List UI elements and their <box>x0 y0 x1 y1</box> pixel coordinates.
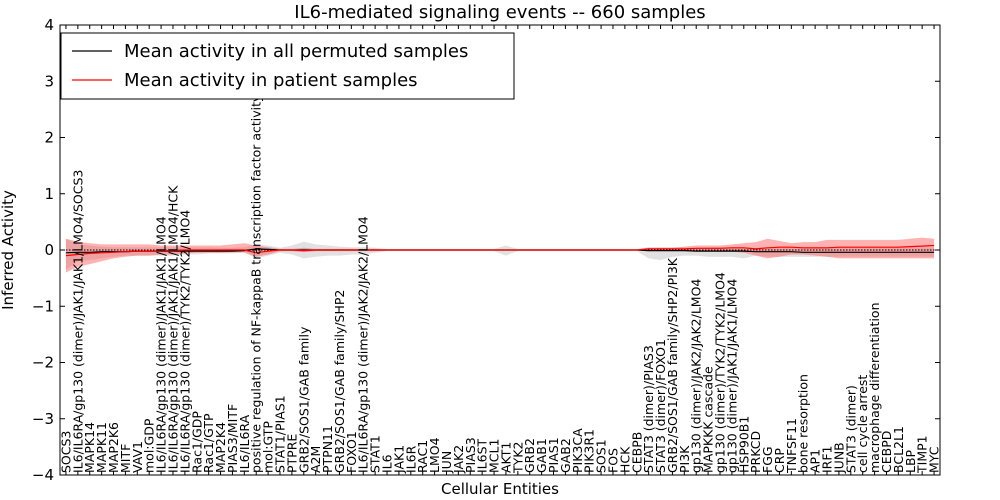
x-category-label: LMO4 <box>427 437 442 473</box>
x-category-label: IL6/IL6RA/gp130 (dimer)/JAK1/JAK1/LMO4/H… <box>166 185 181 473</box>
x-category-label: JUN <box>439 451 454 474</box>
x-category-label: TNFSF11 <box>784 418 799 474</box>
x-category-label: IL6R <box>403 445 418 473</box>
x-category-label: FGG <box>760 446 775 473</box>
x-category-label: IL6/IL6RA/gp130 (dimer)/JAK1/JAK1/LMO4 <box>154 216 169 473</box>
x-category-label: MAP2K6 <box>106 422 121 473</box>
x-category-label: PTPN11 <box>320 425 335 473</box>
x-category-label: PIK3R1 <box>582 429 597 473</box>
x-category-label: MYC <box>927 446 942 473</box>
x-category-label: MITF <box>118 444 133 473</box>
x-category-label: IL6/IL6RA <box>237 414 252 473</box>
band-permuted <box>65 238 935 270</box>
x-category-label: MAPK11 <box>94 422 109 473</box>
x-category-label: STAT3 (dimer)/FOXO1 <box>653 339 668 473</box>
x-category-label: FOXO1 <box>344 431 359 473</box>
x-category-label: PRKCD <box>748 431 763 473</box>
x-category-label: MAPKKK cascade <box>701 366 716 473</box>
y-tick-label: −4 <box>32 466 54 484</box>
x-category-label: GRB2/SOS1/GAB family/SHP2 <box>332 290 347 473</box>
x-category-label: IL6/IL6RA/gp130 (dimer)/TYK2/TYK2/LMO4 <box>177 210 192 473</box>
x-category-label: HCK <box>617 446 632 473</box>
y-tick-label: 1 <box>44 185 54 203</box>
y-tick-label: −1 <box>32 297 54 315</box>
x-category-label: GAB2 <box>558 438 573 473</box>
x-category-label: macrophage differentiation <box>867 302 882 473</box>
x-category-label: BCL2L1 <box>891 426 906 473</box>
legend-label: Mean activity in all permuted samples <box>124 41 468 62</box>
x-category-label: PIK3CA <box>570 428 585 473</box>
x-category-label: GRB2 <box>522 438 537 473</box>
band-patient <box>65 237 935 273</box>
series-line-patient <box>65 244 935 257</box>
chart-title: IL6-mediated signaling events -- 660 sam… <box>294 2 705 23</box>
x-category-label: PIAS3 <box>463 437 478 473</box>
y-tick-label: 2 <box>44 129 54 147</box>
x-category-label: JAK1 <box>391 445 406 474</box>
x-category-label: IL6ST <box>475 438 490 473</box>
x-category-label: TIMP1 <box>915 435 930 474</box>
x-category-label: GAB1 <box>534 438 549 473</box>
x-category-label: IL6/IL6RA/gp130 (dimer)/JAK1/JAK1/LMO4/S… <box>70 170 85 473</box>
x-category-label: IRF1 <box>820 445 835 473</box>
x-category-label: gp130 (dimer)/JAK2/JAK2/LMO4 <box>689 279 704 473</box>
y-tick-label: 4 <box>44 16 54 34</box>
x-category-label: SOCS3 <box>58 431 73 473</box>
x-category-label: FOS <box>606 448 621 473</box>
x-category-label: IL6/IL6RA/gp130 (dimer)/JAK2/JAK2/LMO4 <box>356 216 371 473</box>
x-category-label: STAT3 (dimer)/PIAS3 <box>641 345 656 473</box>
y-tick-label: −3 <box>32 410 54 428</box>
x-category-label: mol:GDP <box>142 418 157 473</box>
x-category-label: VAV1 <box>130 441 145 473</box>
x-category-label: AP1 <box>808 449 823 473</box>
x-category-label: JAK2 <box>451 445 466 474</box>
x-category-label: A2M <box>308 446 323 473</box>
x-category-label: RAC1 <box>415 440 430 473</box>
x-category-label: CEBPB <box>629 432 644 473</box>
y-axis-label: Inferred Activity <box>0 190 17 310</box>
y-tick-label: −2 <box>32 354 54 372</box>
x-category-label: CEBPD <box>879 431 894 473</box>
x-category-label: MAPK14 <box>82 422 97 473</box>
x-category-label: LBP <box>903 449 918 473</box>
x-category-label: PTPRE <box>284 434 299 473</box>
x-axis-label: Cellular Entities <box>441 480 559 498</box>
x-category-label: gp130 (dimer)/TYK2/TYK2/LMO4 <box>713 272 728 473</box>
x-category-label: mol:GTP <box>261 421 276 473</box>
x-category-label: cell cycle arrest <box>855 375 870 473</box>
x-category-label: HSP90B1 <box>736 416 751 473</box>
x-category-label: MCL1 <box>487 439 502 473</box>
x-category-label: AKT1 <box>498 442 513 473</box>
y-tick-label: 0 <box>44 241 54 259</box>
x-category-label: IL6 <box>380 454 395 473</box>
x-category-label: JUNB <box>831 442 846 474</box>
legend-box <box>60 32 515 100</box>
x-category-label: PI3K <box>677 445 692 473</box>
x-category-label: MAP2K4 <box>213 422 228 473</box>
x-category-label: STAT3 (dimer) <box>843 385 858 473</box>
x-category-label: bone resorption <box>796 374 811 473</box>
x-category-label: CRP <box>772 448 787 473</box>
y-tick-label: 3 <box>44 72 54 90</box>
x-category-label: GRB2/SOS1/GAB family/SHP2/PI3K <box>665 257 680 473</box>
x-category-label: TYK2 <box>510 442 525 474</box>
legend-label: Mean activity in patient samples <box>124 70 418 91</box>
x-category-label: Rac1/GDP <box>189 411 204 473</box>
x-category-label: positive regulation of NF-kappaB transcr… <box>249 94 264 473</box>
x-category-label: SOS1 <box>594 439 609 473</box>
x-category-label: STAT1/PIAS1 <box>273 395 288 473</box>
x-category-label: Rac1/GTP <box>201 413 216 473</box>
x-category-label: GRB2/SOS1/GAB family <box>296 326 311 473</box>
x-category-label: PIAS1 <box>546 437 561 473</box>
x-category-label: gp130 (dimer)/JAK1/JAK1/LMO4 <box>724 279 739 473</box>
x-category-label: STAT1 <box>368 435 383 473</box>
x-category-label: PIAS3/MITF <box>225 404 240 473</box>
